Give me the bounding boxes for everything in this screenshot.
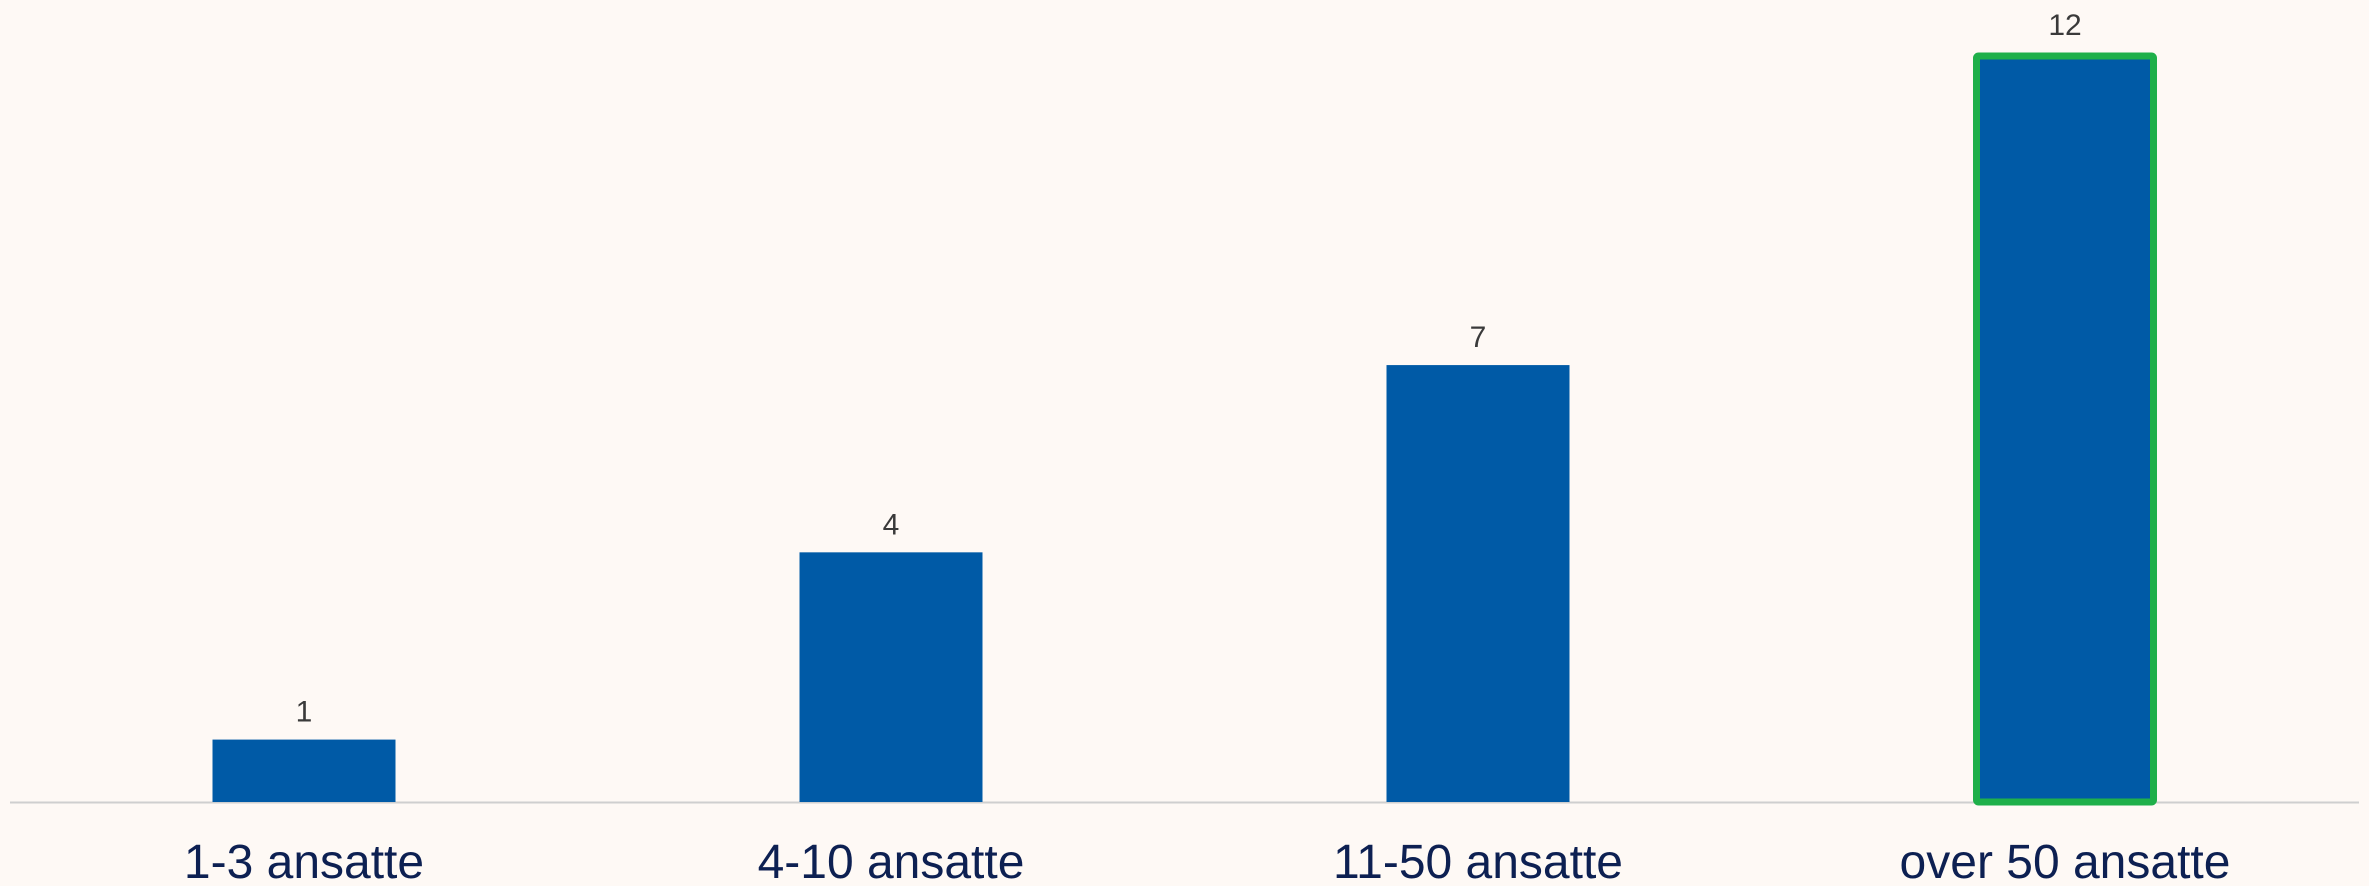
- category-label-1: 1-3 ansatte: [184, 836, 424, 886]
- category-label-3: 11-50 ansatte: [1333, 836, 1623, 886]
- category-label-2: 4-10 ansatte: [758, 836, 1025, 886]
- bar-4: [1973, 52, 2157, 806]
- value-label-2: 4: [883, 508, 900, 541]
- value-label-1: 1: [296, 696, 313, 729]
- bar-1: [212, 739, 396, 802]
- category-label-4: over 50 ansatte: [1900, 836, 2231, 886]
- value-label-4: 12: [2048, 9, 2081, 42]
- value-labels-group: 1 4 7 12: [296, 9, 2082, 729]
- bars-group: [212, 52, 2157, 806]
- bar-2: [799, 552, 983, 802]
- bar-3: [1386, 365, 1570, 802]
- value-label-3: 7: [1470, 321, 1487, 354]
- category-labels-group: 1-3 ansatte 4-10 ansatte 11-50 ansatte over…: [184, 836, 2231, 886]
